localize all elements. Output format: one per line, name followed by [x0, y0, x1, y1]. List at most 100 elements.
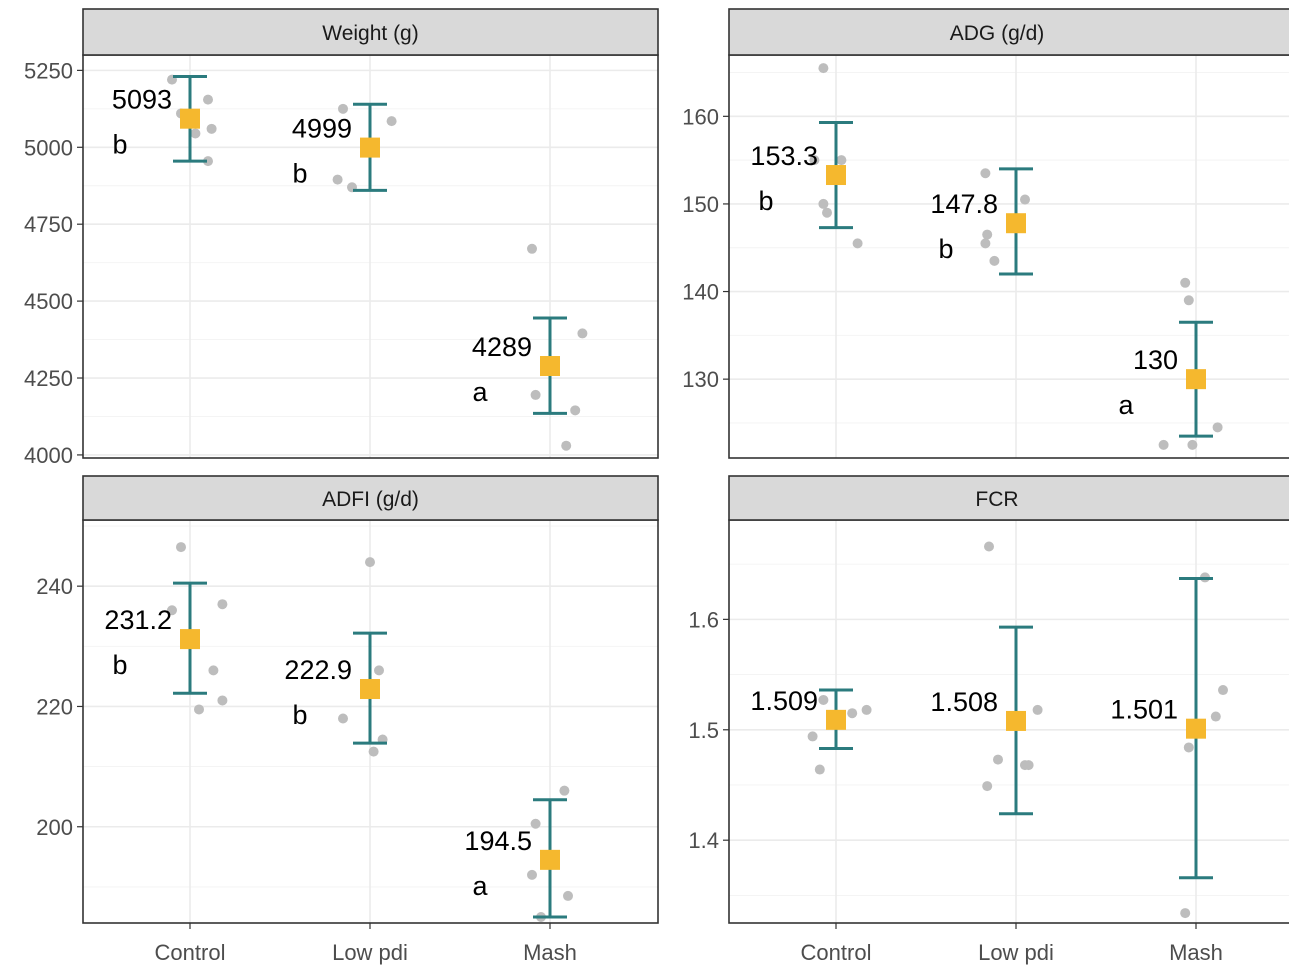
data-point [386, 116, 397, 127]
data-point [836, 155, 847, 166]
strip-background [728, 8, 1289, 56]
y-tick-label: 140 [682, 280, 719, 305]
significance-letter: b [758, 186, 773, 216]
error-bars [173, 75, 567, 415]
strip-title: ADFI (g/d) [322, 488, 419, 511]
strip-background [728, 475, 1289, 521]
mean-marker [1186, 369, 1206, 390]
panel-fcr: 1.509 1.508 1.501 FCR 1.4 1.5 1.6 Control Low pd… [688, 475, 1289, 965]
data-point [561, 440, 572, 451]
mean-value-label: 147.8 [930, 189, 998, 219]
data-point [190, 128, 201, 139]
data-point [989, 255, 1000, 266]
data-point [1158, 439, 1169, 450]
data-point [818, 694, 829, 705]
x-tick-label: Mash [523, 940, 577, 965]
significance-letter: b [292, 700, 307, 730]
strip-title: FCR [975, 488, 1018, 511]
mean-marker [1006, 213, 1026, 234]
y-axis: 4000 4250 4500 4750 5000 5250 [24, 58, 83, 468]
data-point [206, 123, 217, 134]
y-tick-label: 220 [36, 694, 73, 719]
significance-letter: b [938, 234, 953, 264]
mean-value-label: 222.9 [284, 655, 352, 685]
data-point [982, 781, 993, 792]
x-tick-label: Low pdi [332, 940, 408, 965]
mean-value-label: 130 [1133, 345, 1178, 375]
significance-letter: a [472, 871, 488, 901]
data-point [852, 238, 863, 249]
significance-letter: b [112, 650, 127, 680]
x-axis: Control Low pdi Mash [801, 923, 1223, 965]
y-axis: 1.4 1.5 1.6 [688, 607, 729, 853]
data-point [984, 541, 994, 552]
data-point [530, 818, 541, 829]
data-point [563, 890, 573, 901]
significance-letter: a [472, 377, 488, 407]
mean-value-label: 4999 [292, 114, 352, 144]
mean-value-label: 231.2 [104, 605, 172, 635]
data-point [1183, 295, 1194, 306]
significance-letter: b [112, 130, 127, 160]
data-point [332, 174, 343, 185]
data-point [570, 405, 581, 416]
y-tick-label: 160 [682, 104, 719, 129]
data-point [861, 704, 872, 715]
data-point [1210, 711, 1221, 722]
data-point [577, 328, 588, 339]
strip-title: Weight (g) [322, 22, 418, 45]
data-point [217, 695, 228, 706]
data-point [194, 704, 204, 715]
panel-weight: 5093 b 4999 b 4289 a Weight (g) 4000 4250 4500 475… [24, 8, 659, 468]
x-tick-label: Control [801, 940, 872, 965]
error-bars [819, 577, 1213, 880]
mean-value-label: 153.3 [750, 141, 818, 171]
y-tick-label: 1.5 [688, 718, 719, 743]
data-point [814, 764, 825, 775]
data-point [822, 207, 832, 218]
data-point [1180, 908, 1191, 919]
y-tick-label: 1.6 [688, 607, 719, 632]
data-point [176, 542, 186, 553]
mean-marker [180, 629, 200, 650]
strip-title: ADG (g/d) [950, 22, 1045, 45]
data-point [1023, 760, 1034, 771]
y-tick-label: 5250 [24, 58, 73, 83]
data-point [208, 665, 219, 676]
mean-marker [540, 356, 560, 377]
data-point [993, 754, 1003, 765]
y-tick-label: 1.4 [688, 828, 719, 853]
data-point [1032, 704, 1043, 715]
mean-marker [540, 849, 560, 870]
x-axis: Control Low pdi Mash [155, 923, 577, 965]
mean-value-label: 194.5 [464, 826, 532, 856]
panel-background [729, 55, 1289, 458]
mean-value-label: 5093 [112, 85, 172, 115]
panel-adg: 153.3 b 147.8 b 130 a ADG (g/d) 130 140 150 160 [682, 8, 1289, 459]
y-axis: 130 140 150 160 [682, 104, 729, 392]
y-tick-label: 5000 [24, 135, 73, 160]
data-point [1187, 439, 1198, 450]
data-point [559, 785, 570, 796]
mean-marker [360, 679, 380, 700]
data-point [818, 198, 829, 209]
data-point [1218, 685, 1228, 696]
mean-marker [180, 108, 200, 129]
data-point [980, 168, 991, 179]
data-point [167, 605, 177, 616]
data-point [203, 94, 213, 105]
y-tick-label: 200 [36, 815, 73, 840]
data-point [217, 599, 228, 610]
data-point [527, 869, 537, 880]
strip-background [82, 8, 659, 56]
data-point [203, 156, 213, 167]
mean-value-label: 1.501 [1110, 695, 1178, 725]
y-axis: 200 220 240 [36, 574, 83, 840]
data-point [818, 63, 829, 74]
x-tick-label: Low pdi [978, 940, 1054, 965]
data-point [809, 155, 820, 166]
data-point [338, 103, 348, 114]
y-tick-label: 4750 [24, 212, 73, 237]
data-point [374, 665, 384, 676]
